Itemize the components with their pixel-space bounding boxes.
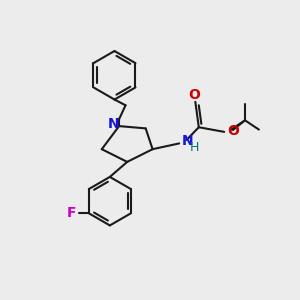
Text: N: N <box>182 134 193 148</box>
Text: N: N <box>107 117 119 131</box>
Text: O: O <box>227 124 239 138</box>
Text: F: F <box>67 206 76 220</box>
Text: H: H <box>190 141 199 154</box>
Text: O: O <box>188 88 200 102</box>
